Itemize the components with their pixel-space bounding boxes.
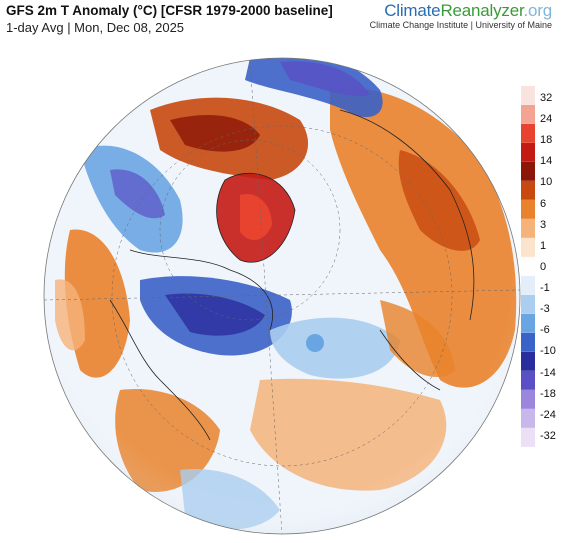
legend-swatch (521, 314, 535, 333)
legend-tick-label: 6 (540, 197, 547, 210)
legend-tick-label: -32 (540, 429, 556, 442)
legend-swatch (521, 333, 535, 352)
legend-tick-label: -18 (540, 387, 556, 400)
brand-name-part3: .org (523, 1, 553, 20)
legend-swatch (521, 352, 535, 371)
legend-swatch (521, 143, 535, 162)
legend-tick-label: -6 (540, 324, 550, 337)
legend-tick-label: 0 (540, 260, 547, 273)
legend-tick-label: 14 (540, 155, 553, 168)
legend-tick-label: 18 (540, 134, 553, 147)
legend-tick-label: -24 (540, 408, 556, 421)
legend-swatch (521, 200, 535, 219)
legend-tick-label: -10 (540, 345, 556, 358)
legend-swatch (521, 124, 535, 143)
legend-swatch (521, 295, 535, 314)
legend-tick-label: -3 (540, 303, 550, 316)
color-legend (521, 86, 535, 447)
brand-tagline: Climate Change Institute | University of… (369, 20, 552, 30)
brand-name-part2: Reanalyzer (440, 1, 524, 20)
legend-tick-label: 3 (540, 218, 547, 231)
legend-swatch (521, 86, 535, 105)
legend-tick-label: 10 (540, 176, 553, 189)
legend-swatch (521, 105, 535, 124)
legend-tick-label: 1 (540, 239, 547, 252)
brand-logo[interactable]: ClimateReanalyzer.org Climate Change Ins… (369, 1, 553, 30)
legend-tick-label: 24 (540, 113, 553, 126)
map-title: GFS 2m T Anomaly (°C) [CFSR 1979-2000 ba… (6, 3, 333, 18)
legend-swatch (521, 162, 535, 181)
legend-tick-label: -1 (540, 282, 550, 295)
legend-swatch (521, 371, 535, 390)
legend-swatch (521, 219, 535, 238)
legend-swatch (521, 409, 535, 428)
legend-swatch (521, 276, 535, 295)
map-subtitle: 1-day Avg | Mon, Dec 08, 2025 (6, 20, 185, 35)
legend-swatch (521, 181, 535, 200)
legend-tick-label: -14 (540, 366, 556, 379)
legend-tick-label: 32 (540, 92, 553, 104)
legend-swatch (521, 390, 535, 409)
legend-swatch (521, 257, 535, 276)
legend-swatch (521, 428, 535, 447)
brand-name-part1: Climate (384, 1, 441, 20)
legend-swatch (521, 238, 535, 257)
